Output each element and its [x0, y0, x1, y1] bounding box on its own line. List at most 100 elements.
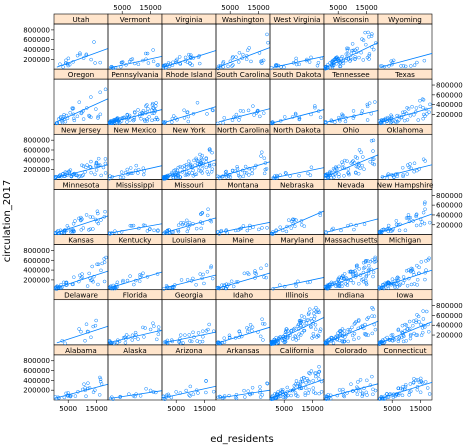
- trend-line: [110, 109, 163, 123]
- data-point: [103, 87, 108, 92]
- data-point: [96, 114, 100, 119]
- trend-line: [218, 221, 271, 234]
- data-point: [250, 171, 254, 176]
- data-point: [90, 264, 94, 269]
- data-point: [423, 277, 427, 282]
- data-point: [367, 263, 371, 268]
- data-point: [205, 269, 210, 274]
- x-tick-label: 15000: [193, 405, 215, 413]
- data-point: [191, 330, 195, 335]
- y-tick-label: 600000: [436, 91, 463, 99]
- data-point: [161, 63, 166, 68]
- data-point: [280, 389, 284, 394]
- data-point: [304, 321, 309, 325]
- data-point: [221, 121, 225, 125]
- data-point: [371, 138, 376, 143]
- data-point: [401, 64, 406, 68]
- data-point: [290, 219, 294, 224]
- data-point: [373, 255, 377, 260]
- trend-line: [272, 109, 325, 124]
- data-point: [128, 274, 132, 278]
- data-point: [400, 323, 405, 328]
- panel-north-dakota: North Dakota: [269, 123, 325, 181]
- trend-line: [272, 317, 325, 343]
- panel-colorado: Colorado: [323, 344, 379, 401]
- data-point: [394, 219, 399, 223]
- panel-title: South Dakota: [273, 70, 322, 79]
- panel-virginia: Virginia: [161, 13, 217, 70]
- data-point: [171, 175, 175, 180]
- data-point: [197, 61, 202, 66]
- data-point: [364, 278, 368, 283]
- data-point: [272, 340, 276, 344]
- data-point: [324, 340, 328, 345]
- data-point: [292, 326, 297, 331]
- data-point: [405, 284, 410, 288]
- data-point: [64, 228, 69, 233]
- data-point: [200, 171, 205, 175]
- data-point: [156, 332, 161, 337]
- panel-title: Wisconsin: [333, 15, 369, 24]
- data-point: [156, 228, 160, 232]
- data-point: [237, 329, 241, 334]
- data-point: [359, 278, 364, 282]
- panel-title: California: [280, 346, 314, 355]
- data-point: [362, 222, 367, 226]
- data-point: [339, 276, 344, 280]
- data-point: [222, 336, 226, 340]
- data-point: [420, 97, 425, 101]
- data-point: [94, 318, 98, 323]
- data-point: [337, 284, 342, 288]
- data-point: [81, 173, 85, 177]
- data-point: [84, 394, 88, 398]
- data-point: [236, 60, 241, 64]
- data-point: [227, 172, 232, 177]
- data-point: [352, 331, 357, 336]
- panel-indiana: Indiana: [323, 289, 379, 346]
- data-point: [294, 62, 299, 67]
- data-point: [346, 171, 350, 175]
- data-point: [365, 393, 369, 397]
- trend-line: [380, 269, 433, 288]
- data-point: [209, 170, 214, 174]
- y-tick-label: 200000: [436, 111, 463, 119]
- data-point: [427, 110, 431, 114]
- data-point: [59, 115, 63, 119]
- data-point: [350, 325, 354, 330]
- trend-line: [326, 154, 379, 177]
- trend-line: [218, 161, 271, 178]
- data-point: [414, 320, 418, 325]
- data-point: [151, 48, 155, 52]
- panel-minnesota: Minnesota: [53, 179, 109, 236]
- data-point: [220, 283, 224, 287]
- data-point: [387, 392, 392, 397]
- data-point: [409, 389, 413, 393]
- data-point: [184, 388, 188, 393]
- x-tick-label: 15000: [139, 4, 161, 12]
- panel-plot-area: [377, 133, 433, 180]
- data-point: [354, 265, 359, 269]
- panel-title: Kentucky: [119, 236, 153, 245]
- data-point: [230, 168, 235, 173]
- data-point: [154, 115, 159, 120]
- data-point: [423, 114, 427, 118]
- data-point: [283, 339, 288, 344]
- data-point: [377, 342, 382, 346]
- data-point: [228, 175, 233, 179]
- data-point: [185, 110, 190, 114]
- data-point: [284, 329, 288, 333]
- data-point: [341, 393, 346, 398]
- data-point: [342, 339, 347, 343]
- data-point: [123, 341, 128, 345]
- data-point: [125, 113, 130, 117]
- data-point: [311, 386, 316, 390]
- data-point: [131, 118, 136, 123]
- data-point: [156, 325, 161, 329]
- data-point: [286, 218, 291, 222]
- data-point: [115, 280, 120, 285]
- data-point: [342, 272, 347, 276]
- data-point: [411, 380, 416, 385]
- data-point: [244, 171, 249, 175]
- data-point: [401, 174, 405, 179]
- data-point: [111, 66, 116, 70]
